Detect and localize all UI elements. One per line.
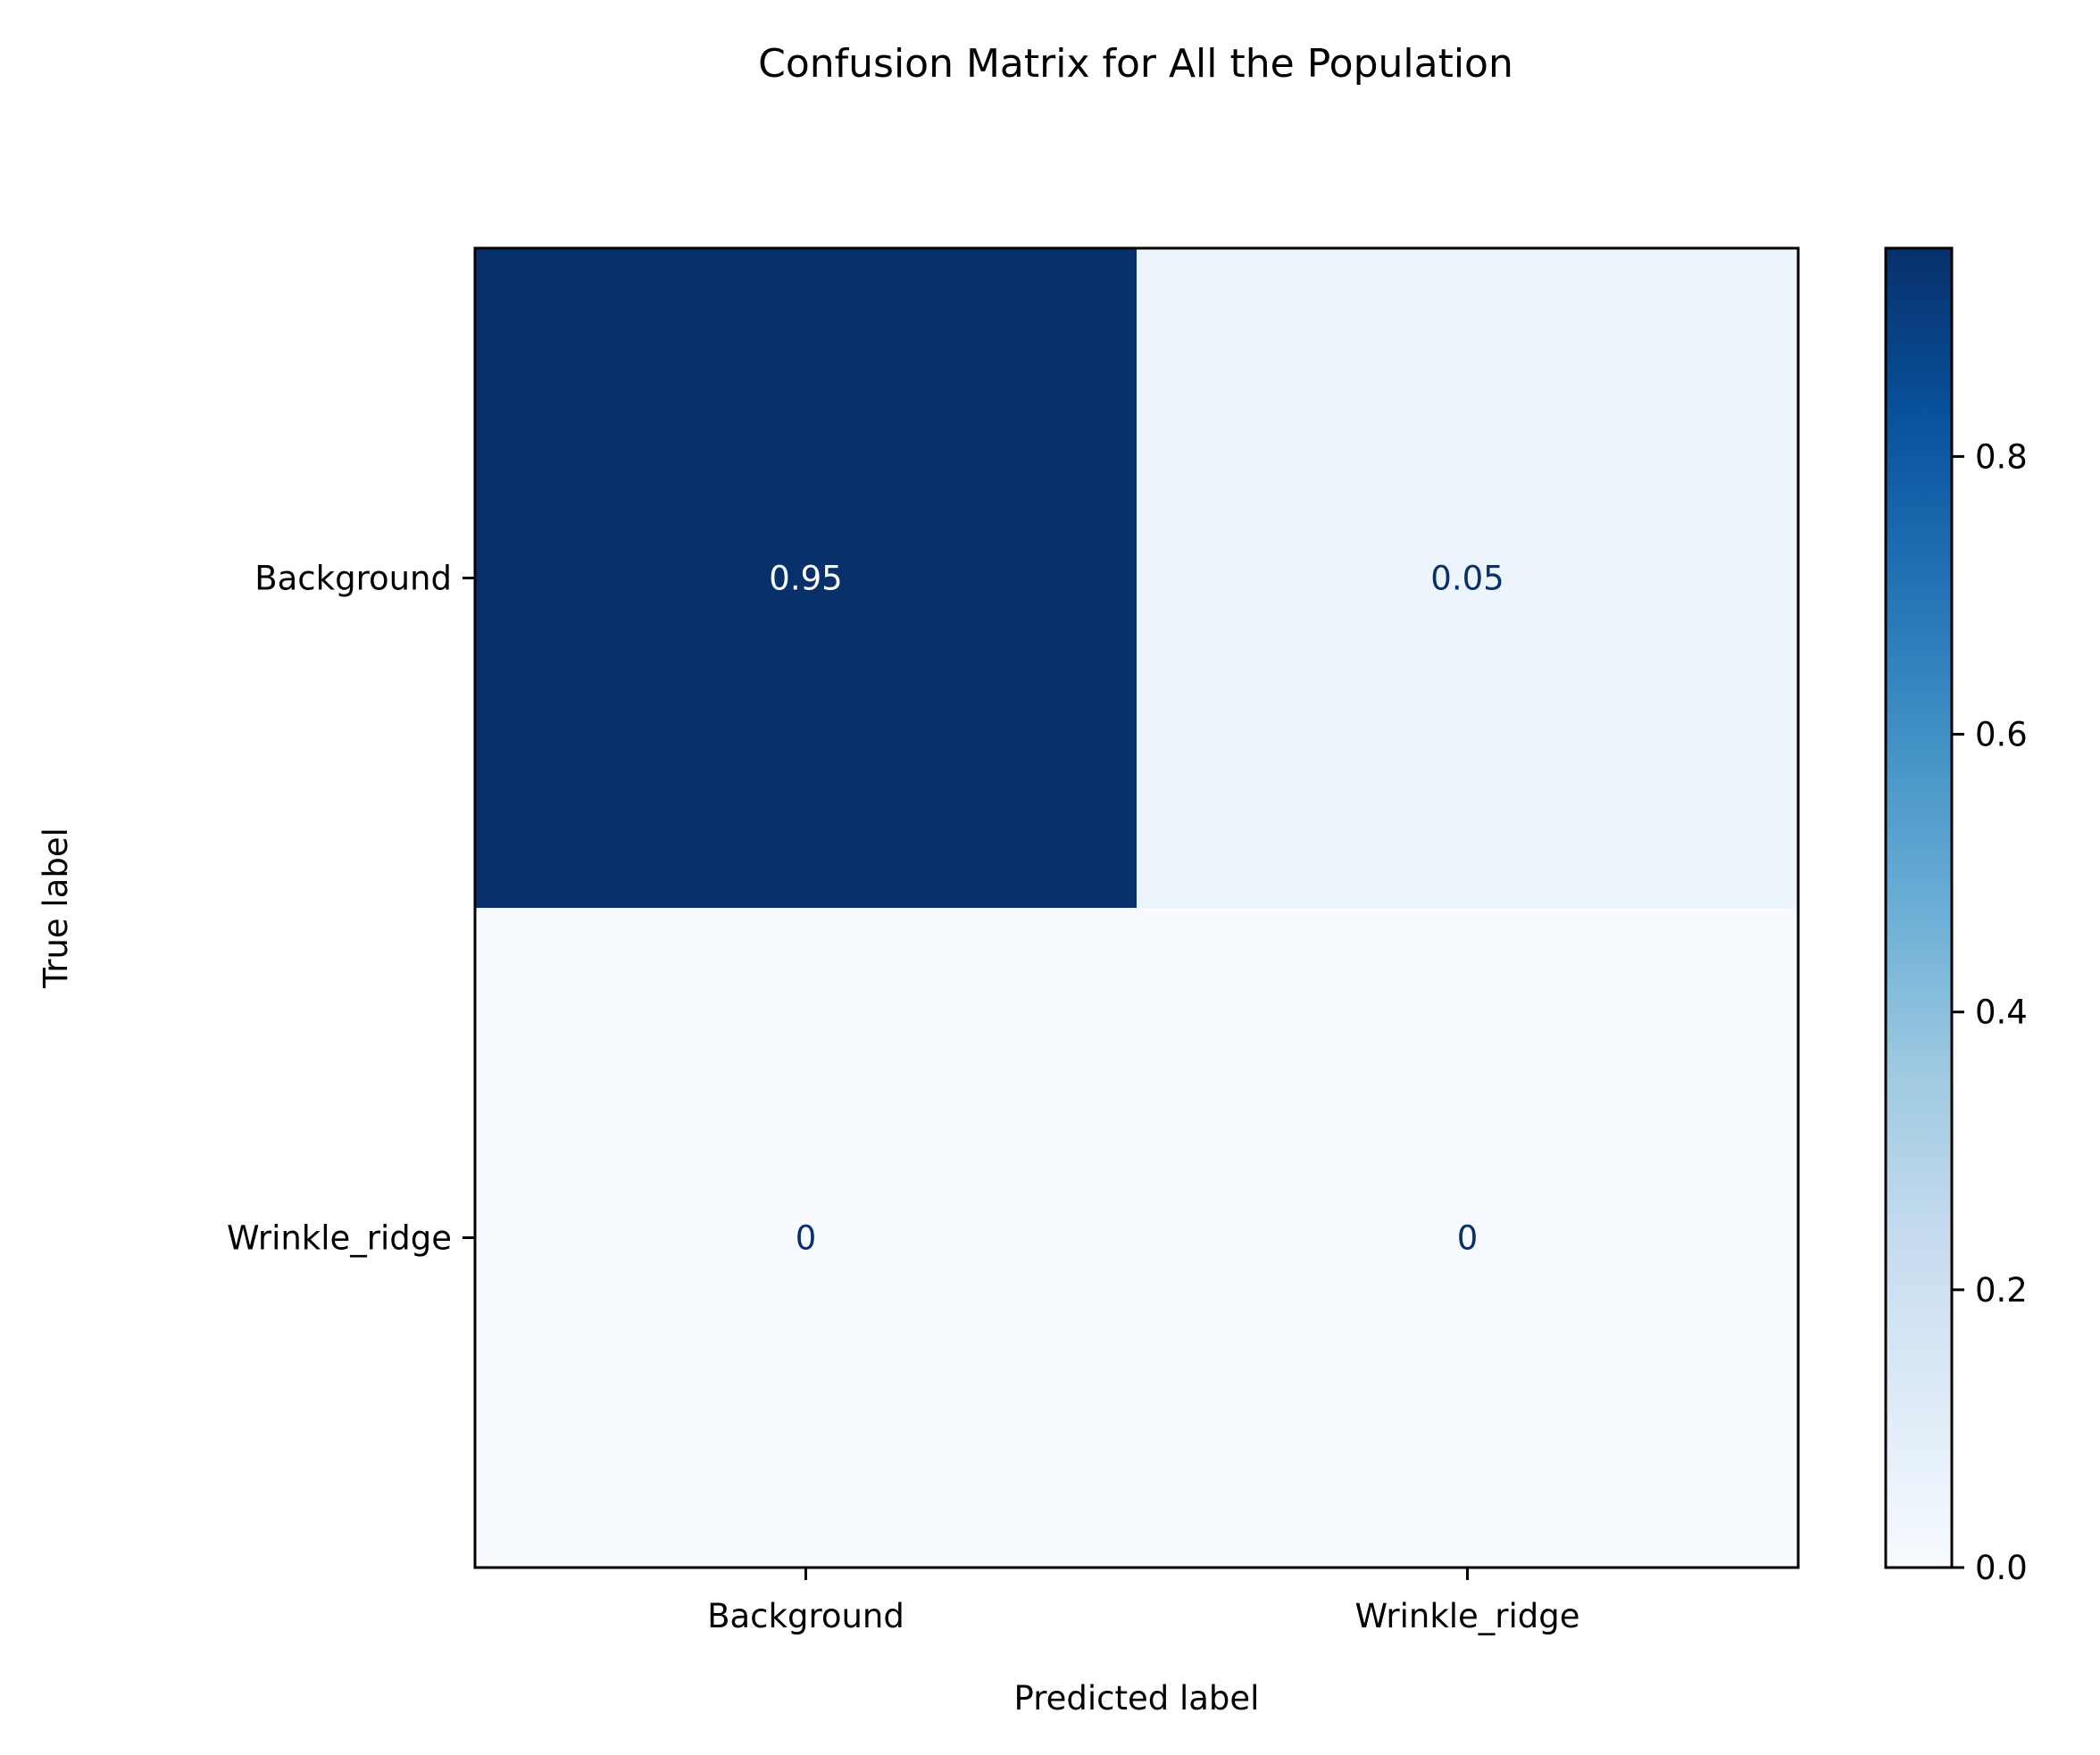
x-axis-label: Predicted label	[1014, 1679, 1260, 1718]
heatmap-cell-r1-c0	[475, 908, 1138, 1568]
x-tick-label: Background	[707, 1597, 904, 1635]
y-axis-ticks: Background Wrinkle_ridge	[227, 560, 475, 1258]
x-axis-ticks: Background Wrinkle_ridge	[707, 1568, 1580, 1635]
colorbar-tick-label: 0.6	[1975, 716, 2028, 754]
heatmap-cell-r0-c1	[1137, 248, 1799, 909]
colorbar	[1884, 246, 1954, 1569]
y-axis-label: True label	[37, 828, 75, 989]
x-tick-label: Wrinkle_ridge	[1354, 1597, 1579, 1635]
colorbar-tick-label: 0.2	[1975, 1271, 2028, 1310]
chart-title: Confusion Matrix for All the Population	[758, 41, 1513, 87]
heatmap-cell-r1-c1	[1137, 908, 1799, 1568]
colorbar-ticks: 0.0 0.2 0.4 0.6 0.8	[1952, 437, 2028, 1587]
heatmap-cell-r0-c0	[475, 248, 1138, 909]
heatmap-cells	[475, 248, 1799, 1568]
heatmap-cell-labels: 0.95 0.05 0 0	[769, 560, 1504, 1258]
cell-value-label: 0	[796, 1219, 817, 1258]
colorbar-tick-label: 0.8	[1975, 437, 2028, 476]
cell-value-label: 0.05	[1430, 560, 1504, 598]
cell-value-label: 0.95	[769, 560, 842, 598]
cell-value-label: 0	[1457, 1219, 1479, 1258]
colorbar-tick-label: 0.4	[1975, 994, 2028, 1032]
plot-frame	[473, 246, 1800, 1569]
y-tick-label: Wrinkle_ridge	[227, 1219, 452, 1258]
y-tick-label: Background	[254, 560, 452, 598]
colorbar-tick-label: 0.0	[1975, 1549, 2028, 1587]
